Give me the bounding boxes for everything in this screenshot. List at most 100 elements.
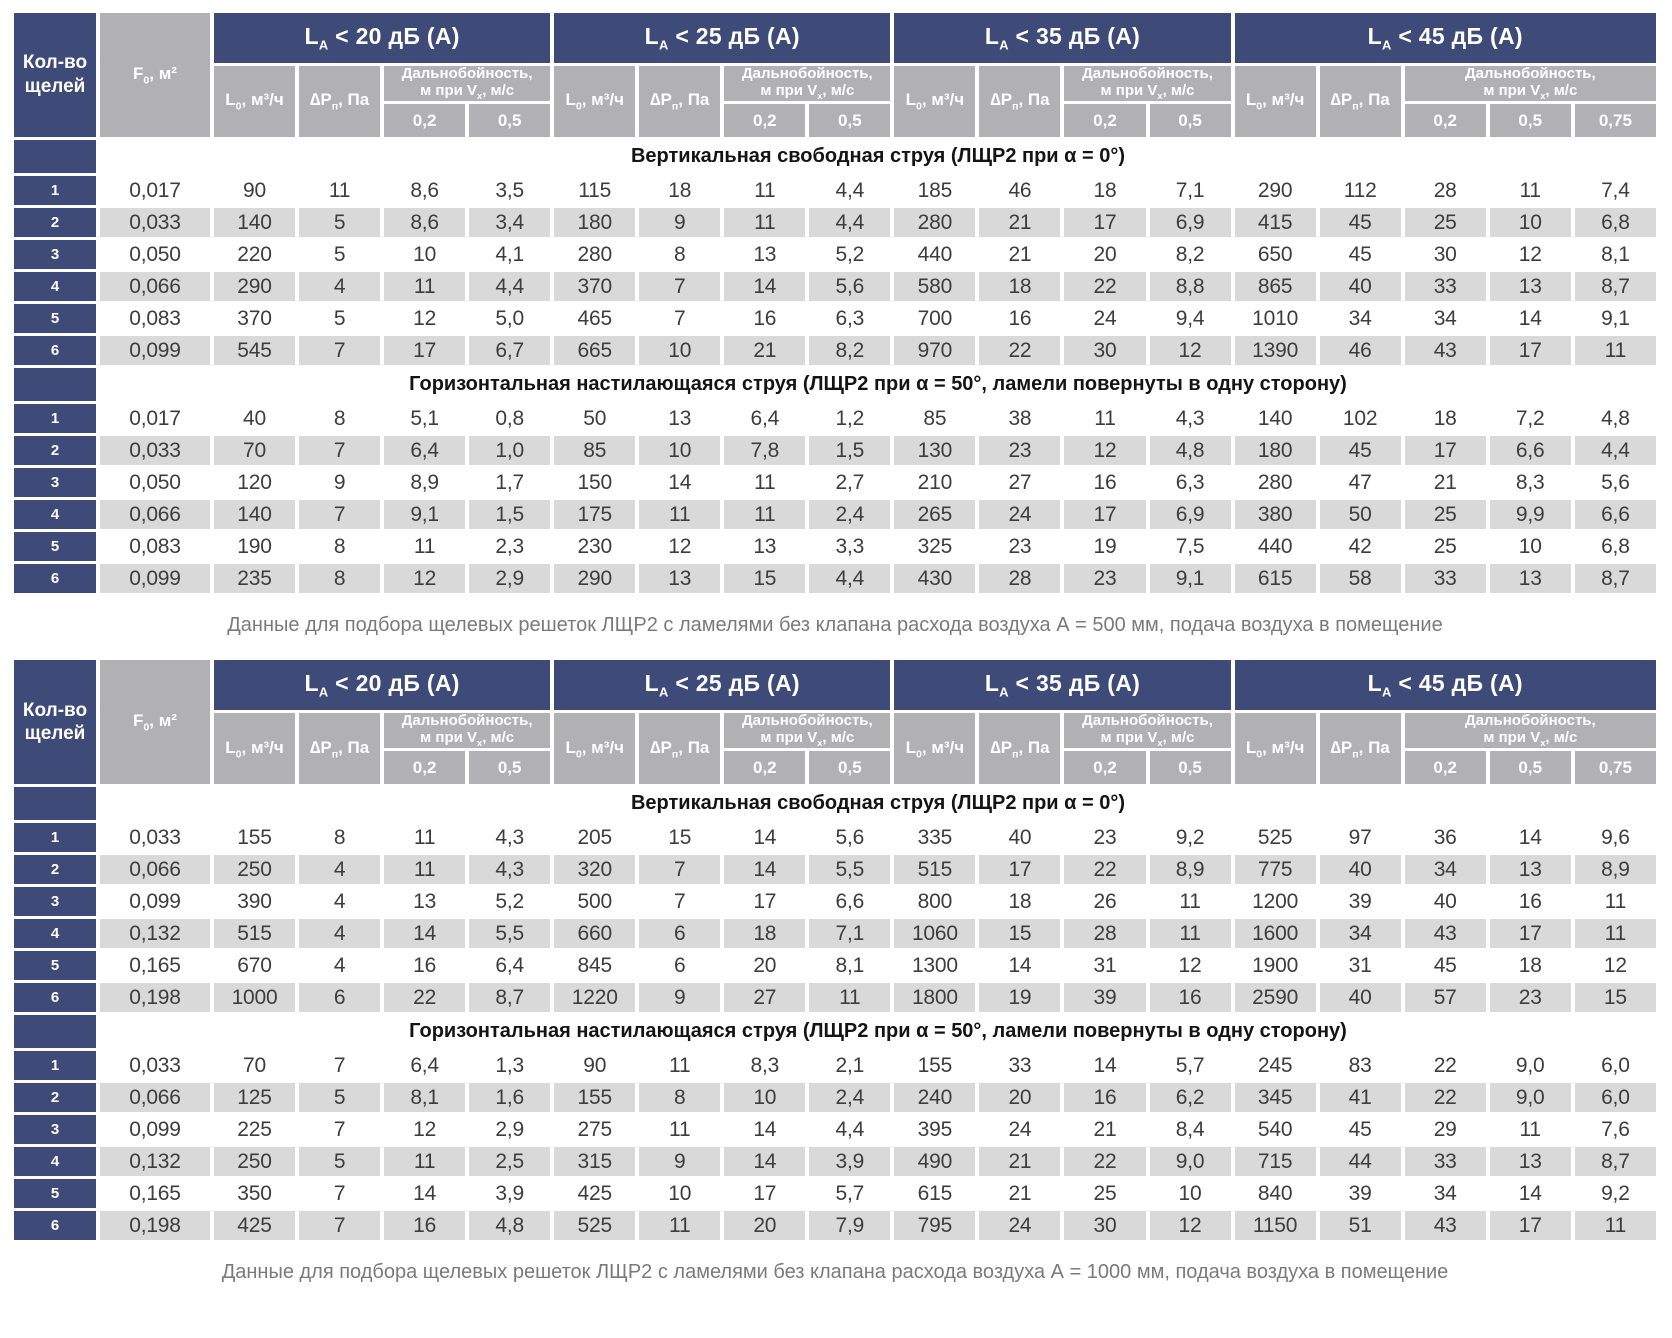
- airflow-col-header: L0, м³/ч: [554, 66, 636, 138]
- data-cell: 1220: [554, 983, 636, 1013]
- data-cell: 12: [1149, 1211, 1231, 1241]
- data-cell: 185: [894, 176, 976, 206]
- data-cell: 8,6: [384, 176, 466, 206]
- data-cell: 5: [299, 1147, 381, 1177]
- data-cell: 800: [894, 887, 976, 917]
- data-cell: 20: [1064, 240, 1146, 270]
- data-cell: 4,4: [809, 208, 891, 238]
- data-cell: 395: [894, 1115, 976, 1145]
- data-cell: 39: [1064, 983, 1146, 1013]
- data-cell: 23: [1064, 823, 1146, 853]
- data-cell: 1,2: [809, 404, 891, 434]
- data-cell: 1,7: [469, 468, 551, 498]
- table-row: 1 0,017 90 11 8,6 3,5 115 18 11 4,4 185 46 18 7,1 290 1…: [14, 176, 1656, 206]
- data-cell: 42: [1319, 532, 1401, 562]
- data-cell: 2,3: [469, 532, 551, 562]
- data-cell: 34: [1404, 1179, 1486, 1209]
- data-cell: 515: [894, 855, 976, 885]
- data-cell: 350: [214, 1179, 296, 1209]
- data-cell: 3,9: [809, 1147, 891, 1177]
- data-cell: 8: [639, 1083, 721, 1113]
- area-value-cell: 0,198: [100, 983, 210, 1013]
- data-cell: 8,8: [1149, 272, 1231, 302]
- data-cell: 1,6: [469, 1083, 551, 1113]
- data-cell: 45: [1319, 1115, 1401, 1145]
- data-cell: 47: [1319, 468, 1401, 498]
- data-cell: 18: [1064, 176, 1146, 206]
- data-cell: 6,8: [1574, 532, 1656, 562]
- jet-type-title: Горизонтальная настилающаяся струя (ЛЩР2…: [100, 368, 1656, 402]
- velocity-col-header: 0,75: [1574, 104, 1656, 138]
- data-cell: 6,9: [1149, 208, 1231, 238]
- data-cell: 3,4: [469, 208, 551, 238]
- table-row: 5 0,165 670 4 16 6,4 845 6 20 8,1 1300 14 31 12 1900 31…: [14, 951, 1656, 981]
- data-cell: 11: [1574, 1211, 1656, 1241]
- data-cell: 12: [1574, 951, 1656, 981]
- velocity-col-header: 0,5: [469, 104, 551, 138]
- data-cell: 4,8: [1574, 404, 1656, 434]
- section-row-spacer: [14, 787, 96, 821]
- airflow-col-header: L0, м³/ч: [1234, 66, 1316, 138]
- data-cell: 34: [1319, 304, 1401, 334]
- data-cell: 70: [214, 1051, 296, 1081]
- data-cell: 7: [299, 1211, 381, 1241]
- data-cell: 250: [214, 1147, 296, 1177]
- velocity-col-header: 0,5: [809, 104, 891, 138]
- data-cell: 8: [639, 240, 721, 270]
- data-cell: 5,6: [1574, 468, 1656, 498]
- data-cell: 13: [639, 404, 721, 434]
- data-cell: 12: [384, 564, 466, 594]
- data-cell: 17: [384, 336, 466, 366]
- data-cell: 85: [554, 436, 636, 466]
- table-row: 6 0,198 1000 6 22 8,7 1220 9 27 11 1800 19 39 16 2590 4…: [14, 983, 1656, 1013]
- velocity-col-header: 0,2: [724, 104, 806, 138]
- data-cell: 22: [1064, 1147, 1146, 1177]
- data-cell: 8,9: [1149, 855, 1231, 885]
- data-cell: 40: [214, 404, 296, 434]
- table-a1000-caption: Данные для подбора щелевых решеток ЛЩР2 …: [221, 1261, 1449, 1284]
- data-cell: 25: [1404, 208, 1486, 238]
- data-cell: 665: [554, 336, 636, 366]
- data-cell: 2,9: [469, 564, 551, 594]
- data-cell: 13: [639, 564, 721, 594]
- data-cell: 15: [979, 919, 1061, 949]
- data-cell: 31: [1064, 951, 1146, 981]
- data-cell: 430: [894, 564, 976, 594]
- data-cell: 8: [299, 532, 381, 562]
- throw-distance-header: Дальнобойность, м при Vx, м/с: [1404, 713, 1656, 749]
- data-cell: 85: [894, 404, 976, 434]
- data-cell: 30: [1064, 336, 1146, 366]
- data-cell: 700: [894, 304, 976, 334]
- velocity-col-header: 0,5: [1489, 751, 1571, 785]
- data-cell: 265: [894, 500, 976, 530]
- data-cell: 11: [384, 823, 466, 853]
- data-cell: 2,5: [469, 1147, 551, 1177]
- data-cell: 12: [384, 1115, 466, 1145]
- data-cell: 290: [214, 272, 296, 302]
- data-cell: 28: [979, 564, 1061, 594]
- data-cell: 8: [299, 564, 381, 594]
- slot-count-cell: 4: [14, 1147, 96, 1177]
- data-cell: 9,2: [1149, 823, 1231, 853]
- data-cell: 16: [384, 951, 466, 981]
- data-cell: 315: [554, 1147, 636, 1177]
- data-cell: 21: [979, 1147, 1061, 1177]
- data-cell: 20: [724, 1211, 806, 1241]
- table-row: 2 0,066 250 4 11 4,3 320 7 14 5,5 515 17 22 8,9 775 40 3…: [14, 855, 1656, 885]
- catalog-page: Кол-во щелей F0, м² LA < 20 дБ (А) LA < 25 …: [14, 13, 1656, 1284]
- data-cell: 6,6: [809, 887, 891, 917]
- velocity-col-header: 0,5: [809, 751, 891, 785]
- data-cell: 1300: [894, 951, 976, 981]
- data-cell: 2,9: [469, 1115, 551, 1145]
- data-cell: 11: [639, 500, 721, 530]
- data-cell: 24: [979, 500, 1061, 530]
- area-value-cell: 0,033: [100, 436, 210, 466]
- pressure-col-header: ∆Pп, Па: [1319, 713, 1401, 785]
- area-col-header: F0, м²: [100, 660, 210, 785]
- data-cell: 11: [809, 983, 891, 1013]
- data-cell: 13: [384, 887, 466, 917]
- area-value-cell: 0,017: [100, 176, 210, 206]
- data-cell: 380: [1234, 500, 1316, 530]
- data-cell: 33: [979, 1051, 1061, 1081]
- data-cell: 490: [894, 1147, 976, 1177]
